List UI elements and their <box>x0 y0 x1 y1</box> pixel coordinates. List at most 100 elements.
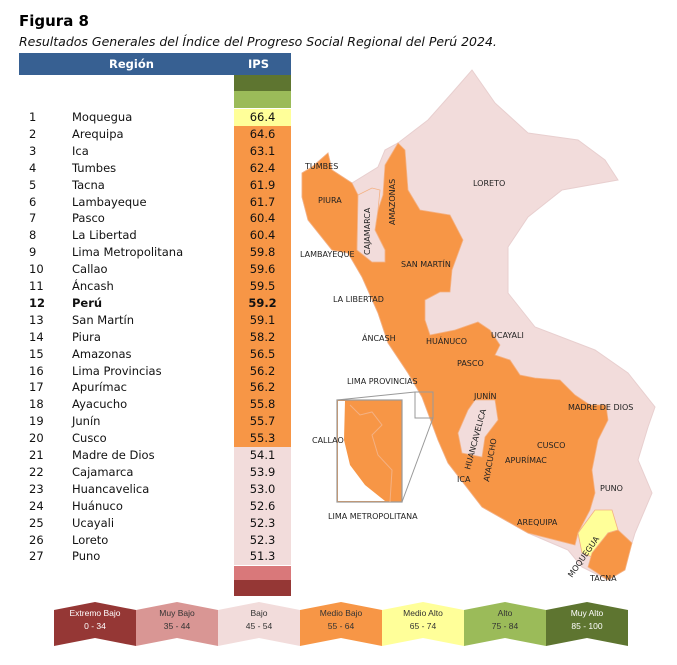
table-row: 17 Apurímac 56.2 <box>19 379 291 397</box>
table-row: 26 Loreto 52.3 <box>19 531 291 549</box>
ips-value: 58.2 <box>234 328 291 346</box>
ips-value: 55.7 <box>234 413 291 431</box>
region-name: Junín <box>72 414 101 429</box>
inset-sea <box>338 401 385 501</box>
rank: 26 <box>29 532 44 547</box>
band-muy-bajo <box>234 566 291 580</box>
rank: 11 <box>29 279 44 293</box>
ips-value: 56.2 <box>234 362 291 380</box>
rank: 19 <box>29 414 44 429</box>
legend-range: 75 - 84 <box>492 621 519 631</box>
region-name: Tumbes <box>72 160 117 175</box>
table-row: 27 Puno 51.3 <box>19 548 291 566</box>
map-label-apurimac: APURÍMAC <box>505 454 547 465</box>
region-name: Ayacucho <box>72 397 128 412</box>
map-label-junin: JUNÍN <box>473 390 497 401</box>
legend-name: Muy Alto <box>571 608 604 618</box>
ips-value: 59.5 <box>234 278 291 295</box>
legend-swatch <box>546 602 628 646</box>
legend-swatch <box>382 602 464 646</box>
map-region-cajamarca <box>356 187 386 263</box>
table-row: 6 Lambayeque 61.7 <box>19 193 291 211</box>
region-name: Cajamarca <box>72 464 134 479</box>
header-region: Región <box>109 57 154 71</box>
rank: 4 <box>29 160 37 175</box>
lima-zoom-marker <box>414 391 434 419</box>
rank: 23 <box>29 481 44 496</box>
table-row: 4 Tumbes 62.4 <box>19 159 291 177</box>
legend-name: Bajo <box>250 608 267 618</box>
table-row: 11 Áncash 59.5 <box>19 278 291 295</box>
map-label-ucayali: UCAYALI <box>491 331 524 340</box>
region-name: Moquegua <box>72 110 133 124</box>
rank: 10 <box>29 262 44 277</box>
region-name: Ucayali <box>72 515 115 530</box>
rank: 24 <box>29 498 44 513</box>
region-name: Pasco <box>72 211 105 226</box>
rank: 3 <box>29 143 37 158</box>
region-name: Loreto <box>72 532 109 547</box>
rank: 9 <box>29 245 37 260</box>
region-name: Tacna <box>72 177 105 192</box>
figure-number: Figura 8 <box>19 12 89 30</box>
map-label-puno: PUNO <box>600 484 623 493</box>
map-region-tacna <box>587 529 633 581</box>
region-name: Cusco <box>72 431 107 446</box>
ips-value: 52.6 <box>234 497 291 515</box>
table-row: 19 Junín 55.7 <box>19 413 291 431</box>
ips-value: 54.1 <box>234 447 291 464</box>
map-label-callao: CALLAO <box>312 436 344 445</box>
region-name: Ica <box>72 143 89 158</box>
map-label-cusco: CUSCO <box>537 441 565 450</box>
rank: 22 <box>29 464 44 479</box>
legend-range: 85 - 100 <box>571 621 602 631</box>
map-label-lima-metropolitana: LIMA METROPOLITANA <box>328 512 418 521</box>
table-header: Región IPS <box>19 53 291 75</box>
table-row: 12 Perú 59.2 <box>19 294 291 312</box>
legend-name: Alto <box>498 608 513 618</box>
legend-name: Medio Bajo <box>320 608 363 618</box>
ips-value: 56.2 <box>234 379 291 397</box>
inset-connector <box>336 391 416 401</box>
table-row: 2 Arequipa 64.6 <box>19 125 291 143</box>
rank: 20 <box>29 431 44 446</box>
legend-name: Medio Alto <box>403 608 443 618</box>
legend-swatch <box>464 602 546 646</box>
rank: 16 <box>29 363 44 378</box>
legend-swatch <box>300 602 382 646</box>
map-label-huanuco: HUÁNUCO <box>426 335 467 346</box>
legend-range: 0 - 34 <box>84 621 106 631</box>
legend-swatch <box>218 602 300 646</box>
map-label-tumbes: TUMBES <box>304 162 338 171</box>
ips-value: 66.4 <box>234 109 291 126</box>
map-label-piura: PIURA <box>318 196 342 205</box>
rank: 6 <box>29 194 37 209</box>
region-name: Lima Metropolitana <box>72 245 184 260</box>
ips-value: 59.6 <box>234 261 291 279</box>
map-label-lambayeque: LAMBAYEQUE <box>300 250 355 259</box>
region-name: Amazonas <box>72 346 132 361</box>
rank: 2 <box>29 126 37 141</box>
ips-value: 62.4 <box>234 159 291 177</box>
table-row: 24 Huánuco 52.6 <box>19 497 291 515</box>
rank: 7 <box>29 211 37 226</box>
ips-value: 63.1 <box>234 142 291 160</box>
inset-border <box>349 404 393 503</box>
table-row: 21 Madre de Dios 54.1 <box>19 447 291 464</box>
legend-range: 55 - 64 <box>328 621 355 631</box>
table-row: 14 Piura 58.2 <box>19 328 291 346</box>
ips-value: 53.0 <box>234 480 291 498</box>
rank: 1 <box>29 110 37 124</box>
rank: 14 <box>29 329 44 344</box>
region-name: Apurímac <box>72 380 127 395</box>
band-extremo-bajo <box>234 580 291 596</box>
rank: 5 <box>29 177 37 192</box>
legend-range: 35 - 44 <box>164 621 191 631</box>
table-row: 10 Callao 59.6 <box>19 261 291 279</box>
table-row: 3 Ica 63.1 <box>19 142 291 160</box>
region-name: Arequipa <box>72 126 124 141</box>
legend-range: 45 - 54 <box>246 621 273 631</box>
legend-range: 65 - 74 <box>410 621 437 631</box>
legend-name: Extremo Bajo <box>69 608 120 618</box>
rank: 15 <box>29 346 44 361</box>
